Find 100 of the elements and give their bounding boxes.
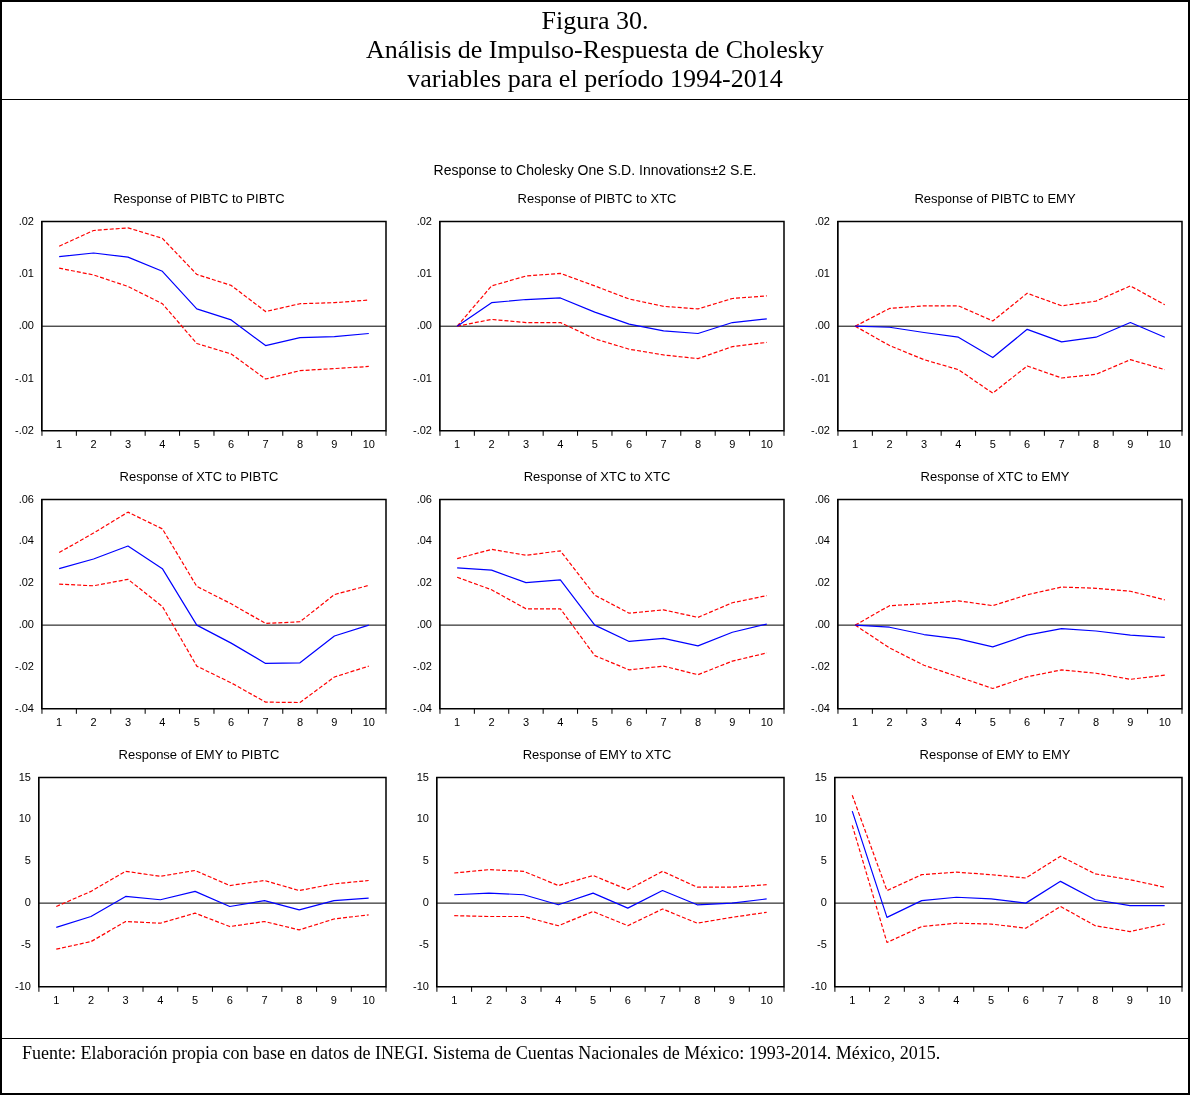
x-tick-label: 4 — [955, 438, 962, 451]
x-tick-label: 4 — [159, 716, 166, 729]
y-tick-label: -5 — [21, 937, 31, 950]
x-tick-label: 2 — [488, 438, 495, 451]
x-tick-label: 8 — [694, 438, 702, 451]
source-note: Fuente: Elaboración propia con base en datos de INEGI. Sistema de Cuentas Nacionales de México: 1993-2014. México, 2015. — [2, 1038, 1188, 1064]
y-tick-label: 10 — [814, 812, 827, 825]
y-tick-label: .02 — [416, 214, 432, 227]
x-tick-label: 4 — [557, 716, 564, 729]
x-tick-label: 4 — [157, 994, 164, 1007]
chart-title: Response of XTC to XTC — [523, 469, 671, 485]
x-tick-label: 1 — [56, 716, 63, 729]
line-series — [55, 912, 370, 950]
y-tick-label: -.02 — [810, 423, 830, 436]
y-tick-label: .00 — [18, 319, 34, 332]
y-tick-label: 15 — [18, 770, 31, 783]
y-tick-label: 10 — [416, 812, 429, 825]
x-tick-label: 8 — [296, 994, 303, 1007]
chart-title: Response of PIBTC to PIBTC — [113, 191, 285, 207]
text: Figura 30. Análisis de Impulso-Respuesta de Cholesky variables para el período 1994-2014 — [2, 2, 1188, 99]
y-tick-label: .00 — [814, 618, 830, 631]
x-tick-label: 2 — [883, 994, 891, 1007]
x-tick-label: 6 — [226, 994, 233, 1007]
x-tick-label: 3 — [920, 716, 928, 729]
y-tick-label: -10 — [14, 979, 31, 992]
x-tick-label: 7 — [262, 716, 269, 729]
x-tick-label: 2 — [90, 716, 97, 729]
x-tick-label: 5 — [591, 716, 598, 729]
y-tick-label: .06 — [416, 492, 432, 505]
x-tick-label: 9 — [330, 994, 337, 1007]
y-tick-label: 5 — [820, 854, 827, 867]
x-tick-label: 2 — [886, 716, 893, 729]
x-tick-label: 5 — [989, 438, 996, 451]
x-tick-label: 7 — [1058, 716, 1065, 729]
x-tick-label: 5 — [590, 994, 597, 1007]
y-tick-label: 5 — [422, 854, 429, 867]
x-tick-label: 9 — [1127, 716, 1134, 729]
y-tick-label: .00 — [416, 618, 432, 631]
x-tick-label: 2 — [87, 994, 95, 1007]
y-tick-label: -.01 — [412, 371, 432, 384]
x-tick-label: 3 — [522, 438, 530, 451]
x-tick-label: 6 — [624, 994, 631, 1007]
x-tick-label: 5 — [591, 438, 598, 451]
line-series — [456, 576, 768, 676]
x-tick-label: 6 — [626, 438, 633, 451]
line-series — [453, 908, 768, 927]
y-tick-label: 10 — [18, 812, 31, 825]
y-tick-label: -.04 — [14, 701, 34, 714]
x-tick-label: 8 — [296, 716, 304, 729]
y-tick-label: -.01 — [14, 371, 34, 384]
y-tick-label: -.01 — [810, 371, 830, 384]
line-series — [456, 548, 768, 618]
line-series — [58, 511, 370, 625]
y-tick-label: -5 — [419, 937, 429, 950]
y-tick-label: 5 — [24, 854, 31, 867]
x-tick-label: 5 — [193, 438, 200, 451]
x-tick-label: 10 — [362, 716, 375, 729]
x-tick-label: 1 — [454, 438, 461, 451]
x-tick-label: 5 — [988, 994, 995, 1007]
x-tick-label: 6 — [228, 716, 235, 729]
chart-title: Response of EMY to XTC — [522, 747, 672, 763]
x-tick-label: 3 — [522, 716, 530, 729]
x-tick-label: 5 — [989, 716, 996, 729]
x-tick-label: 9 — [729, 438, 736, 451]
x-tick-label: 8 — [694, 994, 701, 1007]
y-tick-label: .00 — [814, 319, 830, 332]
x-tick-label: 7 — [261, 994, 268, 1007]
line-series — [58, 578, 370, 704]
x-tick-label: 2 — [485, 994, 493, 1007]
chart-title: Response of EMY to PIBTC — [118, 747, 280, 763]
x-tick-label: 9 — [729, 716, 736, 729]
x-tick-label: 4 — [557, 438, 564, 451]
x-tick-label: 3 — [918, 994, 925, 1007]
x-tick-label: 6 — [1022, 994, 1029, 1007]
x-tick-label: 6 — [626, 716, 633, 729]
x-tick-label: 1 — [451, 994, 458, 1007]
x-tick-label: 9 — [1126, 994, 1133, 1007]
x-tick-label: 1 — [852, 716, 859, 729]
x-tick-label: 10 — [362, 994, 375, 1007]
x-tick-label: 9 — [331, 716, 338, 729]
x-tick-label: 1 — [53, 994, 60, 1007]
x-tick-label: 9 — [331, 438, 338, 451]
y-tick-label: .04 — [18, 534, 34, 547]
x-tick-label: 3 — [124, 716, 132, 729]
chart-title: Response of EMY to EMY — [919, 747, 1071, 763]
x-tick-label: 7 — [262, 438, 269, 451]
x-tick-label: 7 — [660, 438, 667, 451]
x-tick-label: 3 — [122, 994, 129, 1007]
x-tick-label: 1 — [454, 716, 461, 729]
y-tick-label: .00 — [416, 319, 432, 332]
y-tick-label: -.02 — [412, 423, 432, 436]
x-tick-label: 6 — [1024, 716, 1031, 729]
y-tick-label: -.02 — [412, 659, 432, 672]
y-tick-label: .02 — [814, 576, 830, 589]
x-tick-label: 10 — [760, 716, 773, 729]
x-tick-label: 10 — [362, 438, 375, 451]
y-tick-label: .01 — [416, 266, 432, 279]
y-tick-label: .00 — [18, 618, 34, 631]
text: Response to Cholesky One S.D. Innovations±2 S.E. — [432, 162, 758, 178]
y-tick-label: .01 — [18, 266, 34, 279]
